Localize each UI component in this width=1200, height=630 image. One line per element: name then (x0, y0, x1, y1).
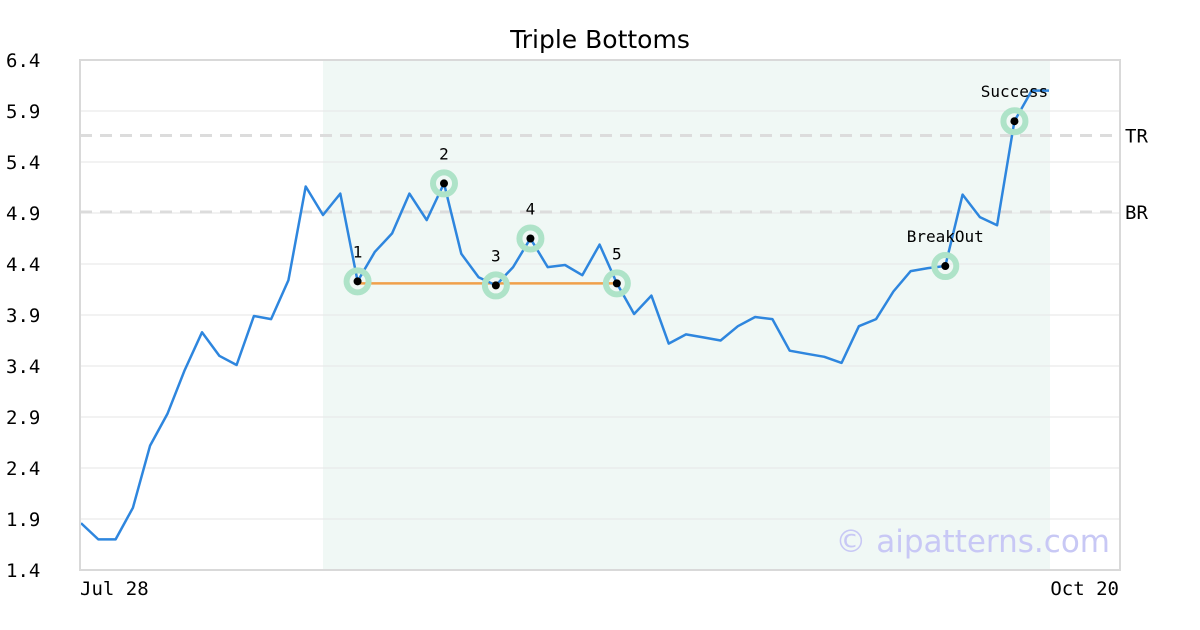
x-tick-label-first: Jul 28 (80, 578, 149, 600)
point-dot-3 (491, 281, 500, 290)
point-halo-breakout (931, 252, 960, 281)
point-halo-4 (516, 224, 545, 253)
level-label-tr: TR (1125, 125, 1148, 147)
point-label-success: Success (981, 82, 1048, 101)
y-tick-label: 5.9 (6, 101, 40, 123)
plot-frame (79, 59, 1121, 571)
y-tick-label: 4.9 (6, 203, 40, 225)
pattern-points: 1 2 3 4 5 BreakOut Success (343, 82, 1048, 300)
point-dot-success (1010, 117, 1019, 126)
point-label-2: 2 (439, 144, 449, 163)
point-label-4: 4 (526, 200, 536, 219)
y-tick-label: 4.4 (6, 254, 40, 276)
y-tick-label: 3.9 (6, 305, 40, 327)
point-halo-5 (602, 269, 631, 298)
point-label-1: 1 (353, 242, 363, 261)
price-series-line (80, 89, 1049, 541)
point-halo-1 (343, 267, 372, 296)
point-halo-3 (481, 271, 510, 300)
y-tick-label: 5.4 (6, 152, 40, 174)
y-tick-label: 1.9 (6, 509, 40, 531)
y-tick-label: 1.4 (6, 560, 40, 582)
y-axis-ticks: 1.4 1.9 2.4 2.9 3.4 3.9 4.4 4.9 5.4 5.9 6.4 (6, 50, 40, 582)
point-dot-5 (612, 279, 621, 288)
y-tick-label: 2.9 (6, 407, 40, 429)
y-tick-label: 6.4 (6, 50, 40, 72)
point-dot-1 (353, 277, 362, 286)
point-label-3: 3 (491, 246, 501, 265)
level-lines: TR BR (80, 125, 1148, 224)
level-label-br: BR (1125, 202, 1148, 224)
x-tick-label-last: Oct 20 (1050, 578, 1119, 600)
point-label-5: 5 (612, 244, 622, 263)
point-halo-2 (430, 169, 458, 198)
chart-title: Triple Bottoms (509, 25, 690, 54)
point-halo-success (1000, 107, 1029, 136)
point-dot-breakout (941, 262, 950, 271)
y-tick-label: 3.4 (6, 356, 40, 378)
point-dot-2 (440, 179, 448, 188)
point-label-breakout: BreakOut (907, 227, 984, 246)
watermark: © aipatterns.com (835, 524, 1110, 560)
x-axis-ticks: Jul 28 Oct 20 (80, 578, 1119, 600)
y-tick-label: 2.4 (6, 458, 40, 480)
point-dot-4 (526, 234, 535, 243)
